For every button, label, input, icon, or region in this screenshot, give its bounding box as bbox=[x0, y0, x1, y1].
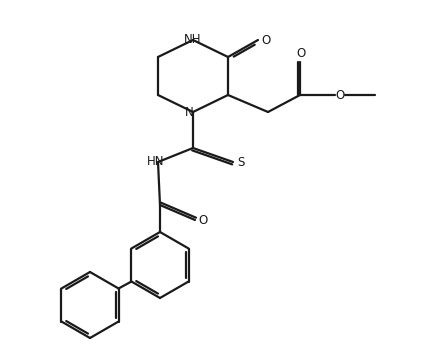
Text: NH: NH bbox=[184, 32, 202, 45]
Text: O: O bbox=[198, 214, 208, 226]
Text: O: O bbox=[335, 88, 345, 101]
Text: HN: HN bbox=[147, 154, 165, 168]
Text: N: N bbox=[184, 106, 193, 118]
Text: S: S bbox=[237, 155, 245, 169]
Text: O: O bbox=[261, 33, 271, 46]
Text: O: O bbox=[296, 46, 306, 60]
